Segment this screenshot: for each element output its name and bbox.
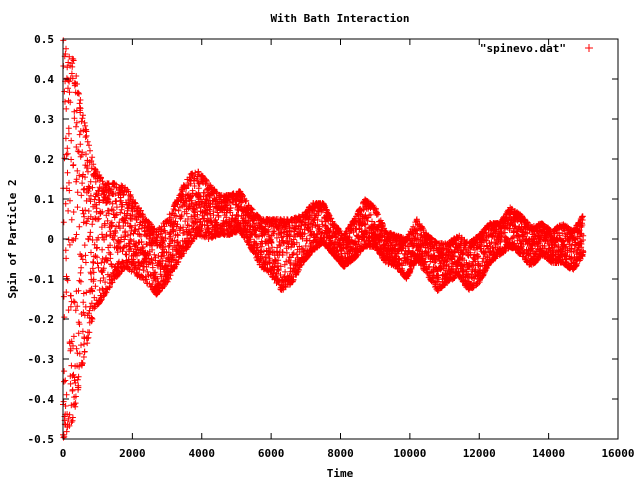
data-point [76,278,82,284]
data-point [73,124,79,130]
data-point [98,260,104,266]
data-point [65,170,71,176]
data-point [90,185,96,191]
data-point [66,180,72,186]
data-point [61,89,67,95]
data-point [89,154,95,160]
data-point [86,329,92,335]
data-point [78,118,84,124]
data-point [65,151,71,157]
data-point [73,307,79,313]
data-point [86,236,92,242]
data-point [68,363,74,369]
data-point [79,180,85,186]
data-points [60,37,586,440]
data-point [75,204,81,210]
data-point [68,381,74,387]
data-point [80,112,86,118]
data-point [65,208,71,214]
data-point [76,224,82,230]
data-point [61,219,67,225]
data-point [77,97,83,103]
data-point [64,145,70,151]
data-point [87,229,93,235]
data-point [63,106,69,112]
data-point [66,125,72,131]
data-point [64,392,70,398]
data-point [77,141,83,147]
data-point [63,255,69,261]
data-point [71,209,77,215]
data-point [195,169,201,175]
data-point [63,247,69,253]
data-point [88,250,94,256]
data-point [68,138,74,144]
data-point [97,278,103,284]
data-point [68,293,74,299]
data-point [75,189,81,195]
data-point [123,251,129,257]
data-point [78,342,84,348]
data-point [82,242,88,248]
data-point [216,213,222,219]
data-point [74,346,80,352]
data-point [88,271,94,277]
data-point [80,299,86,305]
data-point [78,265,84,271]
data-point [108,251,114,257]
data-point [91,260,97,266]
data-point [63,135,69,141]
data-point [61,368,67,374]
data-point [85,169,91,175]
data-point [77,132,83,138]
data-point [70,387,76,393]
data-point [86,208,92,214]
data-point [81,187,87,193]
data-point [86,142,92,148]
data-point [83,252,89,258]
data-point [89,221,95,227]
data-point [84,133,90,139]
data-point [70,415,76,421]
data-point [67,89,73,95]
data-point [87,148,93,154]
data-point [61,379,67,385]
data-point [78,279,84,285]
data-point [106,250,112,256]
data-point [94,254,100,260]
data-point [70,162,76,168]
data-point [76,91,82,97]
data-point [69,217,75,223]
data-point [84,340,90,346]
data-point [81,354,87,360]
data-point [96,216,102,222]
data-point [81,341,87,347]
data-point [280,249,286,255]
data-point [66,131,72,137]
data-point [83,260,89,266]
data-point [91,269,97,275]
chart-title: With Bath Interaction [270,12,409,25]
data-point [74,232,80,238]
data-point [78,192,84,198]
data-point [63,201,69,207]
data-point [63,46,69,52]
data-point [65,85,71,91]
